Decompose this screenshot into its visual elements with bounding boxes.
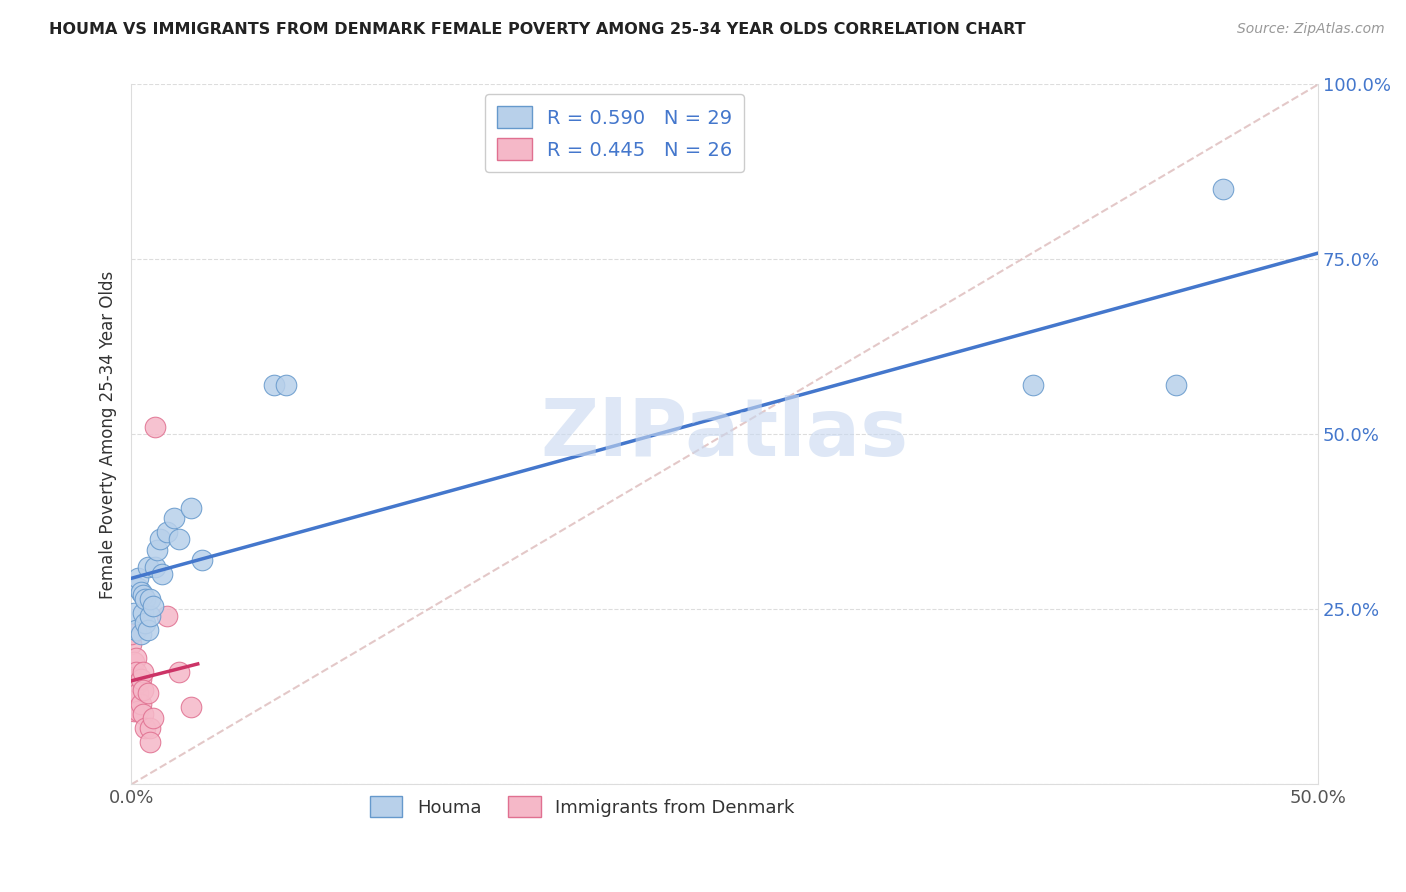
Point [139,735,162,749]
Point [143,420,166,434]
Point [129,585,152,599]
Point [122,704,145,718]
Point [191,553,214,567]
Point [139,609,162,624]
Point [150,567,173,582]
Point [125,651,148,665]
Point [132,589,155,603]
Point [122,673,145,687]
Text: Source: ZipAtlas.com: Source: ZipAtlas.com [1237,22,1385,37]
Y-axis label: Female Poverty Among 25-34 Year Olds: Female Poverty Among 25-34 Year Olds [100,270,117,599]
Point [132,606,155,620]
Point [167,533,190,547]
Point [139,591,162,606]
Point [149,533,172,547]
Point [180,500,202,515]
Point [120,637,142,651]
Legend: Houma, Immigrants from Denmark: Houma, Immigrants from Denmark [363,789,801,824]
Point [122,606,145,620]
Point [127,676,149,690]
Point [120,627,142,641]
Point [127,571,149,585]
Point [139,722,162,736]
Point [180,700,202,714]
Point [142,711,165,725]
Point [125,665,148,680]
Point [146,543,169,558]
Point [120,665,142,680]
Point [156,609,179,624]
Point [143,560,166,574]
Point [142,599,165,613]
Point [136,624,159,638]
Point [127,582,149,596]
Text: ZIPatlas: ZIPatlas [540,395,908,474]
Point [132,707,155,722]
Point [167,665,190,680]
Point [120,690,142,704]
Point [263,378,285,392]
Point [134,591,156,606]
Point [127,704,149,718]
Point [129,673,152,687]
Point [136,686,159,700]
Point [1164,378,1187,392]
Point [129,627,152,641]
Text: HOUMA VS IMMIGRANTS FROM DENMARK FEMALE POVERTY AMONG 25-34 YEAR OLDS CORRELATIO: HOUMA VS IMMIGRANTS FROM DENMARK FEMALE … [49,22,1026,37]
Point [163,511,186,525]
Point [134,616,156,631]
Point [127,686,149,700]
Point [129,697,152,711]
Point [156,525,179,540]
Point [1212,182,1234,196]
Point [134,722,156,736]
Point [122,655,145,669]
Point [125,624,148,638]
Point [1022,378,1045,392]
Point [132,682,155,697]
Point [136,560,159,574]
Point [132,665,155,680]
Point [274,378,297,392]
